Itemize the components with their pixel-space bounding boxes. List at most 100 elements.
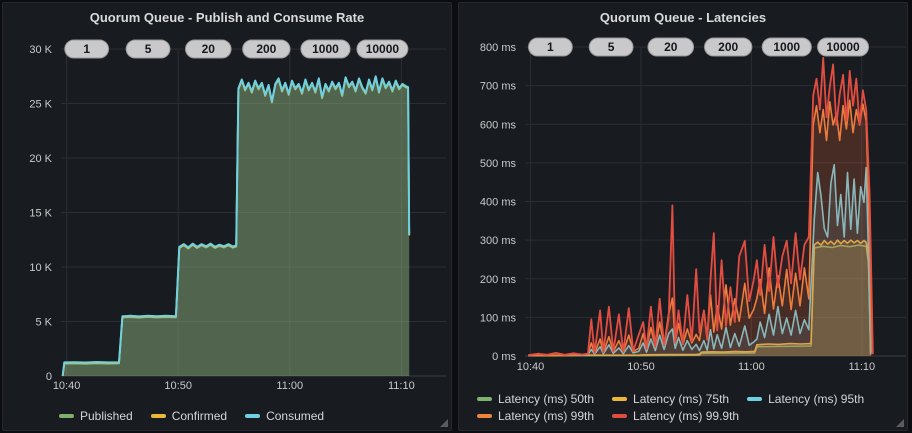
annotation-pill[interactable]: 200 [242,39,291,59]
panel-latencies: Quorum Queue - Latencies 0 ms 100 ms 200 m… [458,2,908,431]
y-tick-label: 25 K [29,99,52,111]
svg-text:10000: 10000 [366,42,400,56]
y-tick-label: 700 ms [480,81,517,93]
x-tick-label: 10:40 [53,380,81,392]
resize-grip[interactable] [440,419,448,427]
svg-text:200: 200 [256,42,276,56]
y-tick-label: 20 K [29,153,52,165]
y-tick-label: 300 ms [480,235,517,247]
annotation-pill[interactable]: 1000 [761,37,812,57]
legend-item-published[interactable]: Published [59,409,133,423]
svg-text:20: 20 [664,40,678,54]
y-tick-label: 800 ms [480,42,517,54]
x-tick-label: 11:10 [848,361,875,373]
legend-swatch [612,414,628,418]
svg-text:1: 1 [83,42,90,56]
svg-text:1000: 1000 [773,40,800,54]
legend-swatch [477,397,492,401]
legend-rate: Published Confirmed Consumed [3,409,451,430]
legend-item-latency-ms-75th[interactable]: Latency (ms) 75th [612,392,729,406]
x-tick-label: 10:50 [164,380,192,392]
y-tick-label: 600 ms [480,119,517,131]
legend-label: Latency (ms) 50th [498,392,595,406]
legend-item-confirmed[interactable]: Confirmed [150,409,228,423]
svg-text:5: 5 [608,40,615,54]
y-tick-label: 30 K [29,44,52,56]
panel-title-latencies[interactable]: Quorum Queue - Latencies [599,9,767,25]
y-tick-label: 100 ms [480,312,517,324]
legend-label: Latency (ms) 99th [498,409,595,423]
legend-swatch [747,397,763,401]
legend-label: Consumed [266,409,325,423]
annotation-pill[interactable]: 1 [64,39,110,59]
series-area-Latency (ms) 50th [528,245,871,356]
annotation-pill[interactable]: 1 [528,37,573,57]
svg-text:1: 1 [547,40,554,54]
annotation-pill[interactable]: 20 [647,37,695,57]
x-tick-label: 11:00 [738,361,765,373]
legend-item-latency-ms-95th[interactable]: Latency (ms) 95th [747,392,864,406]
annotation-pill[interactable]: 200 [704,37,753,57]
series-line-Latency (ms) 99.9th [528,56,874,357]
svg-text:5: 5 [145,42,152,56]
series-area-Confirmed [62,76,410,377]
legend-label: Latency (ms) 99.9th [633,409,740,423]
chart-publish-consume-rate[interactable]: 0 5 K 10 K 15 K 20 K 25 K 30 K 10:40 10:50 11:00 1… [3,31,451,397]
y-tick-label: 400 ms [480,197,517,209]
legend-row: Latency (ms) 50th Latency (ms) 75th Latenc… [477,392,903,406]
y-tick-label: 0 ms [492,351,516,363]
annotation-pill[interactable]: 5 [125,39,171,59]
series-line-Latency (ms) 75th [528,239,872,357]
chart-latencies[interactable]: 0 ms 100 ms 200 ms 300 ms 400 ms 500 ms 600 ms… [459,31,907,379]
series-area-Latency (ms) 99th [528,100,872,356]
series-line-Latency (ms) 95th [528,164,872,357]
y-tick-label: 0 [46,371,52,383]
panel-title-rate[interactable]: Quorum Queue - Publish and Consume Rate [89,9,365,25]
panel-publish-consume-rate: Quorum Queue - Publish and Consume Rate … [2,2,452,431]
series-area-Latency (ms) 75th [528,240,871,356]
chart-canvas[interactable]: 0 ms 100 ms 200 ms 300 ms 400 ms 500 ms 600 ms… [459,31,908,379]
series-area-Consumed [62,76,410,377]
resize-grip[interactable] [896,419,904,427]
svg-text:10000: 10000 [826,40,860,54]
svg-text:1000: 1000 [312,42,339,56]
svg-text:20: 20 [202,42,216,56]
annotation-pill[interactable]: 20 [185,39,232,59]
legend-swatch [150,414,166,418]
y-tick-label: 200 ms [480,274,517,286]
x-tick-label: 10:40 [517,361,545,373]
y-tick-label: 500 ms [480,158,517,170]
chart-canvas[interactable]: 0 5 K 10 K 15 K 20 K 25 K 30 K 10:40 10:50 11:00 1… [3,31,452,397]
series-area-Latency (ms) 95th [528,164,871,356]
x-tick-label: 10:50 [627,361,655,373]
legend-swatch [245,414,261,418]
legend-label: Latency (ms) 75th [633,392,730,406]
legend-swatch [612,397,628,401]
legend-item-latency-ms-50th[interactable]: Latency (ms) 50th [477,392,594,406]
x-tick-label: 11:10 [388,380,415,392]
legend-item-latency-ms-99-9th[interactable]: Latency (ms) 99.9th [612,409,739,423]
legend-label: Published [80,409,133,423]
legend-label: Latency (ms) 95th [768,392,865,406]
legend-latencies: Latency (ms) 50th Latency (ms) 75th Latenc… [459,392,907,430]
legend-swatch [59,414,74,418]
y-tick-label: 10 K [29,262,52,274]
legend-row: Published Confirmed Consumed [59,409,447,423]
svg-text:200: 200 [718,40,738,54]
legend-row: Latency (ms) 99th Latency (ms) 99.9th [477,409,903,423]
y-tick-label: 15 K [29,208,52,220]
legend-label: Confirmed [171,409,228,423]
series-area-Published [62,77,410,376]
legend-swatch [477,414,492,418]
series-area-Latency (ms) 99.9th [528,57,873,357]
y-tick-label: 5 K [35,317,52,329]
annotation-pill[interactable]: 1000 [300,39,351,59]
legend-item-consumed[interactable]: Consumed [245,409,324,423]
annotation-pill[interactable]: 5 [588,37,634,57]
x-tick-label: 11:00 [276,380,303,392]
series-line-Consumed [61,75,411,376]
legend-item-latency-ms-99th[interactable]: Latency (ms) 99th [477,409,594,423]
annotation-pill[interactable]: 10000 [356,39,409,59]
annotation-pill[interactable]: 10000 [817,37,870,57]
